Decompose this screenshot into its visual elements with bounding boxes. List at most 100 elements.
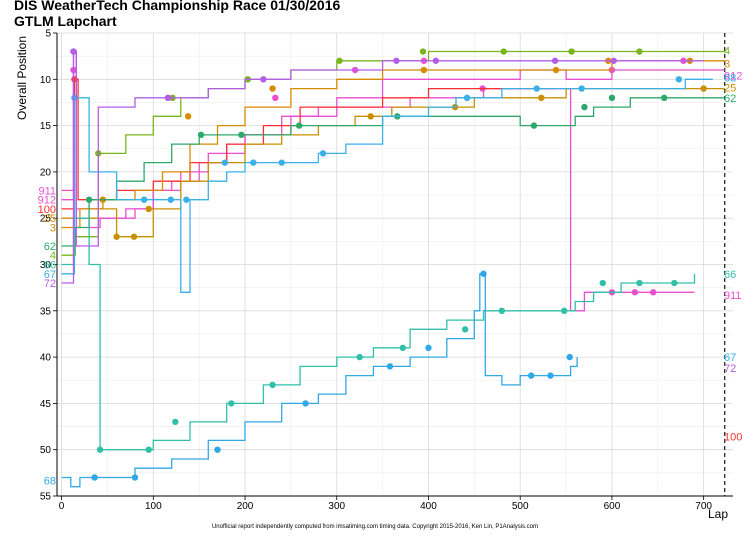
y-tick-label: 5 [45, 29, 51, 40]
pit-stop-marker-62 [85, 196, 93, 203]
y-tick-label: 10 [40, 75, 52, 86]
end-label-912: 912 [724, 71, 742, 83]
pit-stop-marker-912 [272, 94, 279, 102]
pit-stop-marker-25 [538, 94, 545, 102]
pit-stop-marker-72 [260, 76, 267, 83]
start-label-911: 911 [38, 185, 56, 197]
pit-stop-marker-3 [269, 85, 276, 92]
y-tick-label: 15 [40, 121, 52, 132]
pit-stop-marker-66 [498, 307, 506, 314]
end-label-25: 25 [724, 83, 736, 95]
pit-stop-marker-68 [386, 363, 394, 370]
pit-stop-marker-72 [432, 57, 440, 64]
end-label-68: 68 [724, 72, 736, 84]
pit-stop-marker-68 [214, 446, 221, 453]
end-label-4: 4 [724, 46, 730, 58]
start-label-25: 25 [44, 213, 56, 225]
start-label-72: 72 [44, 278, 56, 290]
y-tick-label: 50 [40, 445, 52, 456]
pit-stop-marker-68 [131, 474, 139, 481]
pit-stop-marker-68 [566, 353, 573, 361]
chart-title: DIS WeatherTech Championship Race 01/30/… [14, 0, 341, 13]
x-tick-label: 0 [59, 501, 65, 512]
pit-stop-marker-4 [336, 57, 343, 64]
pit-stop-marker-62 [530, 122, 538, 129]
start-label-912: 912 [38, 195, 56, 207]
pit-stop-marker-67 [675, 76, 683, 83]
x-tick-label: 500 [512, 501, 529, 512]
pit-stop-marker-62 [197, 131, 205, 139]
pit-stop-marker-25 [130, 233, 138, 240]
pit-stop-marker-67 [278, 159, 285, 166]
pit-stop-marker-66 [461, 326, 469, 333]
y-tick-label: 35 [40, 306, 52, 317]
pit-stop-marker-911 [631, 289, 639, 296]
pit-stop-marker-66 [356, 353, 363, 361]
x-tick-label: 600 [604, 501, 621, 512]
pit-stop-marker-4 [568, 48, 575, 55]
pit-stop-marker-68 [480, 270, 487, 277]
pit-stop-marker-3 [552, 66, 560, 74]
start-label-62: 62 [44, 241, 56, 253]
y-tick-label: 40 [40, 353, 52, 364]
pit-stop-marker-25 [113, 233, 120, 240]
pit-stop-marker-67 [167, 196, 174, 203]
pit-stop-marker-72 [70, 48, 77, 55]
end-label-100: 100 [724, 432, 742, 444]
pit-stop-marker-66 [561, 307, 568, 314]
pit-stop-marker-72 [551, 57, 559, 64]
pit-stop-marker-66 [671, 279, 678, 287]
chart-subtitle: GTLM Lapchart [14, 13, 117, 29]
pit-stop-marker-25 [367, 113, 374, 120]
pit-stop-marker-68 [547, 372, 554, 379]
y-tick-label: 30 [40, 260, 52, 271]
x-tick-label: 700 [695, 501, 712, 512]
y-tick-label: 20 [40, 167, 52, 178]
pit-stop-marker-4 [500, 48, 507, 55]
x-tick-label: 200 [237, 501, 254, 512]
grid-lines [57, 32, 733, 497]
pit-stop-marker-68 [91, 474, 98, 481]
pit-stop-marker-72 [164, 94, 172, 102]
pit-stop-marker-66 [96, 446, 104, 453]
start-label-66: 66 [44, 260, 56, 272]
pit-stop-marker-66 [145, 446, 152, 453]
start-label-4: 4 [50, 250, 56, 262]
pit-stop-marker-67 [319, 150, 327, 157]
pit-stop-marker-67 [140, 196, 148, 203]
pit-stop-marker-67 [533, 85, 540, 92]
pit-stop-marker-67 [183, 196, 190, 203]
pit-stop-marker-3 [420, 66, 428, 74]
start-label-68: 68 [44, 475, 56, 487]
pit-stop-marker-911 [650, 289, 657, 296]
series-line-72 [61, 50, 704, 284]
axes: 0 100 200 300 400 500 600 700510152025303540455… [40, 29, 733, 512]
pit-stop-marker-62 [661, 94, 668, 102]
end-label-62: 62 [724, 93, 736, 105]
pit-stop-marker-72 [610, 57, 617, 64]
end-label-3: 3 [724, 59, 730, 71]
x-axis-label: Lap [708, 507, 728, 521]
end-label-72: 72 [724, 363, 736, 375]
pit-stop-marker-4 [419, 48, 427, 55]
start-label-67: 67 [44, 269, 56, 281]
x-tick-label: 100 [145, 501, 162, 512]
y-axis-label: Overall Position [15, 36, 29, 120]
y-tick-label: 55 [40, 492, 52, 503]
pit-stop-marker-66 [269, 381, 276, 389]
pit-stop-marker-4 [636, 48, 643, 55]
pit-stop-marker-67 [250, 159, 257, 166]
pit-stop-marker-67 [463, 94, 471, 102]
pit-stop-marker-68 [302, 400, 309, 407]
pit-stop-marker-62 [608, 94, 616, 102]
end-label-67: 67 [724, 352, 736, 364]
pit-stop-marker-66 [172, 418, 179, 426]
pit-stop-marker-67 [578, 85, 585, 92]
x-tick-label: 400 [420, 501, 437, 512]
pit-stop-marker-66 [599, 279, 606, 287]
pit-stop-marker-66 [228, 400, 235, 407]
footer-note: Unofficial report independently computed… [211, 524, 539, 530]
start-label-100: 100 [38, 204, 56, 216]
pit-stop-marker-66 [399, 344, 406, 352]
